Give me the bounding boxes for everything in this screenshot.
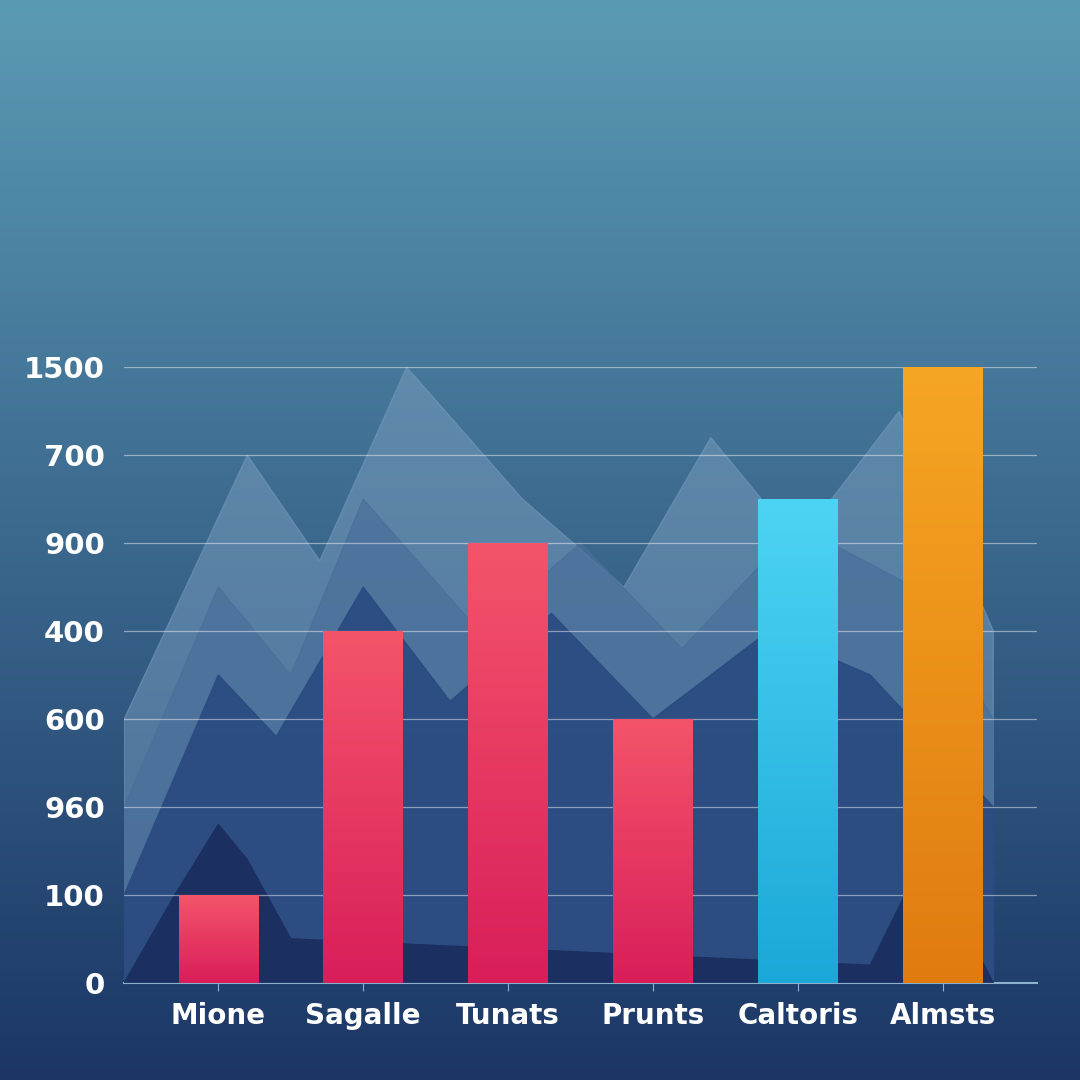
- Polygon shape: [124, 499, 994, 983]
- Polygon shape: [124, 367, 994, 983]
- Polygon shape: [124, 824, 994, 983]
- Polygon shape: [124, 588, 994, 983]
